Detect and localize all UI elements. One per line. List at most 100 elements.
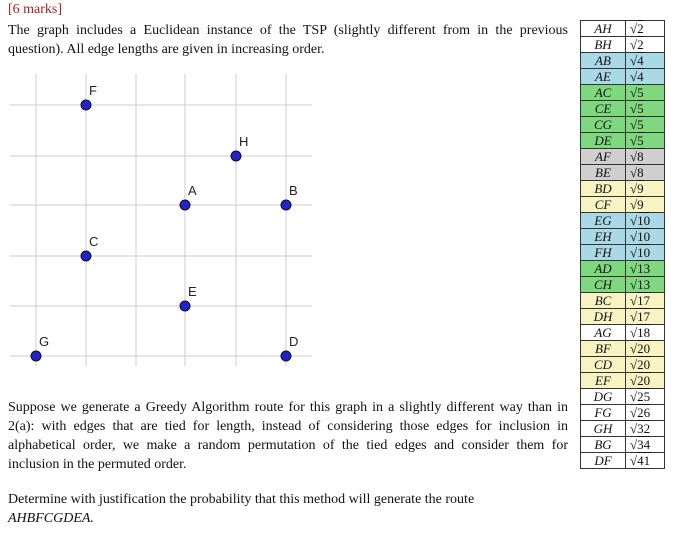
edge-row: AC √5 — [580, 84, 665, 101]
edge-row: FG √26 — [580, 404, 665, 421]
vertex-label-E: E — [188, 284, 197, 299]
grid-lines — [10, 74, 312, 366]
vertex-H — [230, 150, 242, 162]
edge-row: AB √4 — [580, 52, 665, 69]
vertex-G — [30, 350, 42, 362]
edge-row: BE √8 — [580, 164, 665, 181]
vertex-D — [280, 350, 292, 362]
edge-length: √10 — [625, 244, 665, 261]
edge-row: CG √5 — [580, 116, 665, 133]
vertex-C — [80, 250, 92, 262]
edge-row: AF √8 — [580, 148, 665, 165]
edge-length-table: AH √2 BH √2 AB √4 AE √4 AC √5 CE √5 CG √5 DE √5 AF √8 BE √8… — [580, 20, 665, 469]
edge-length: √20 — [625, 356, 665, 373]
edge-name: BF — [580, 340, 626, 357]
edge-length: √5 — [625, 100, 665, 117]
edge-row: AH √2 — [580, 20, 665, 37]
edge-name: DG — [580, 388, 626, 405]
edge-length: √17 — [625, 292, 665, 309]
edge-name: DF — [580, 452, 626, 469]
edge-name: CG — [580, 116, 626, 133]
edge-length: √5 — [625, 116, 665, 133]
edge-length: √18 — [625, 324, 665, 341]
edge-name: FH — [580, 244, 626, 261]
edge-name: FG — [580, 404, 626, 421]
edge-name: AD — [580, 260, 626, 277]
edge-row: CD √20 — [580, 356, 665, 373]
edge-row: AD √13 — [580, 260, 665, 277]
edge-length: √10 — [625, 228, 665, 245]
edge-row: BF √20 — [580, 340, 665, 357]
route-text: AHBFCGDEA. — [8, 511, 94, 526]
edge-length: √17 — [625, 308, 665, 325]
edge-name: EF — [580, 372, 626, 389]
edge-row: DE √5 — [580, 132, 665, 149]
edge-length: √32 — [625, 420, 665, 437]
edge-name: AF — [580, 148, 626, 165]
edge-length: √10 — [625, 212, 665, 229]
edge-length: √5 — [625, 84, 665, 101]
edge-name: DE — [580, 132, 626, 149]
edge-name: BG — [580, 436, 626, 453]
edge-name: GH — [580, 420, 626, 437]
edge-name: CD — [580, 356, 626, 373]
vertex-label-H: H — [239, 134, 248, 149]
graph-figure: F H A B C E G D — [10, 74, 312, 366]
edge-name: AC — [580, 84, 626, 101]
edge-row: AE √4 — [580, 68, 665, 85]
edge-row: DF √41 — [580, 452, 665, 469]
edge-length: √2 — [625, 36, 665, 53]
edge-row: DH √17 — [580, 308, 665, 325]
edge-name: EG — [580, 212, 626, 229]
edge-length: √2 — [625, 20, 665, 37]
marks-label: [6 marks] — [8, 2, 63, 17]
vertices-layer: F H A B C E G D — [30, 83, 298, 362]
vertex-A — [179, 199, 191, 211]
edge-row: EG √10 — [580, 212, 665, 229]
determine-paragraph: Determine with justification the probabi… — [8, 490, 568, 528]
question-paragraph: Suppose we generate a Greedy Algorithm r… — [8, 400, 568, 472]
edge-length: √8 — [625, 148, 665, 165]
edge-name: AH — [580, 20, 626, 37]
edge-name: AB — [580, 52, 626, 69]
edge-name: BD — [580, 180, 626, 197]
edge-length: √4 — [625, 68, 665, 85]
edge-name: AG — [580, 324, 626, 341]
edge-name: BE — [580, 164, 626, 181]
intro-text: The graph includes a Euclidean instance … — [8, 23, 568, 57]
edge-row: DG √25 — [580, 388, 665, 405]
edge-name: BC — [580, 292, 626, 309]
edge-name: AE — [580, 68, 626, 85]
edge-length: √8 — [625, 164, 665, 181]
vertex-label-G: G — [39, 334, 49, 349]
edge-row: CF √9 — [580, 196, 665, 213]
edge-row: BH √2 — [580, 36, 665, 53]
edge-length: √34 — [625, 436, 665, 453]
edge-name: DH — [580, 308, 626, 325]
edge-row: GH √32 — [580, 420, 665, 437]
edge-length: √25 — [625, 388, 665, 405]
edge-name: BH — [580, 36, 626, 53]
edge-row: CE √5 — [580, 100, 665, 117]
edge-length: √9 — [625, 196, 665, 213]
vertex-label-D: D — [289, 334, 298, 349]
edge-length: √4 — [625, 52, 665, 69]
edge-length: √41 — [625, 452, 665, 469]
edge-row: EF √20 — [580, 372, 665, 389]
edge-row: FH √10 — [580, 244, 665, 261]
edge-length: √20 — [625, 372, 665, 389]
edge-length: √13 — [625, 260, 665, 277]
vertex-label-B: B — [289, 183, 298, 198]
vertex-E — [179, 300, 191, 312]
edge-length: √26 — [625, 404, 665, 421]
edge-name: CH — [580, 276, 626, 293]
edge-name: CE — [580, 100, 626, 117]
edge-row: BC √17 — [580, 292, 665, 309]
vertex-label-A: A — [188, 183, 197, 198]
edge-length: √20 — [625, 340, 665, 357]
edge-row: BG √34 — [580, 436, 665, 453]
vertex-F — [80, 99, 92, 111]
vertex-label-F: F — [89, 83, 97, 98]
edge-row: AG √18 — [580, 324, 665, 341]
edge-length: √5 — [625, 132, 665, 149]
